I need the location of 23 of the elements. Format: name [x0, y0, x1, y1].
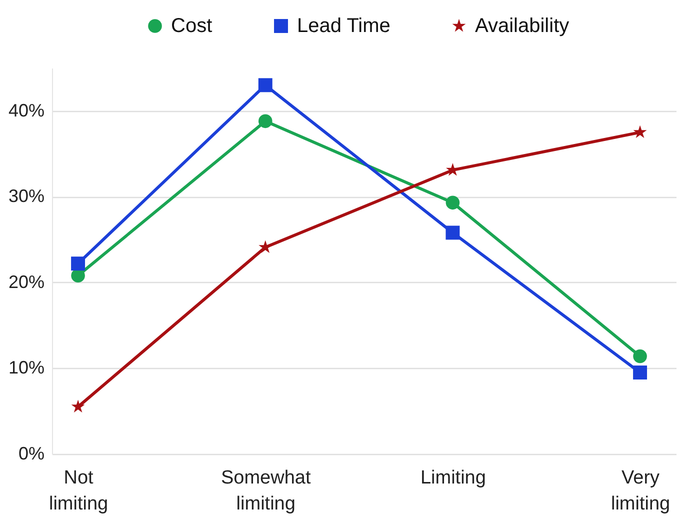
- legend-label: Availability: [475, 15, 570, 37]
- x-tick-label: Very limiting: [610, 468, 670, 514]
- point: [633, 366, 648, 380]
- x-tick-label: Not limiting: [48, 468, 108, 514]
- y-tick-label: 10%: [8, 358, 44, 378]
- x-tick-label: Limiting: [420, 468, 486, 488]
- y-tick-label: 30%: [8, 186, 44, 206]
- point: [258, 78, 272, 92]
- y-tick-label: 40%: [8, 100, 44, 120]
- point: [633, 125, 647, 138]
- y-tick-label: 0%: [18, 444, 44, 464]
- point: [71, 400, 85, 413]
- point: [71, 256, 86, 271]
- x-tick-label: Somewhat limiting: [220, 468, 312, 514]
- point: [71, 268, 85, 282]
- point: [446, 226, 460, 240]
- point: [446, 196, 460, 210]
- legend-label: Lead Time: [297, 15, 390, 37]
- point: [258, 114, 272, 128]
- point: [446, 163, 460, 176]
- y-tick-label: 20%: [8, 272, 44, 292]
- legend-label: Cost: [171, 15, 213, 37]
- point: [633, 349, 647, 364]
